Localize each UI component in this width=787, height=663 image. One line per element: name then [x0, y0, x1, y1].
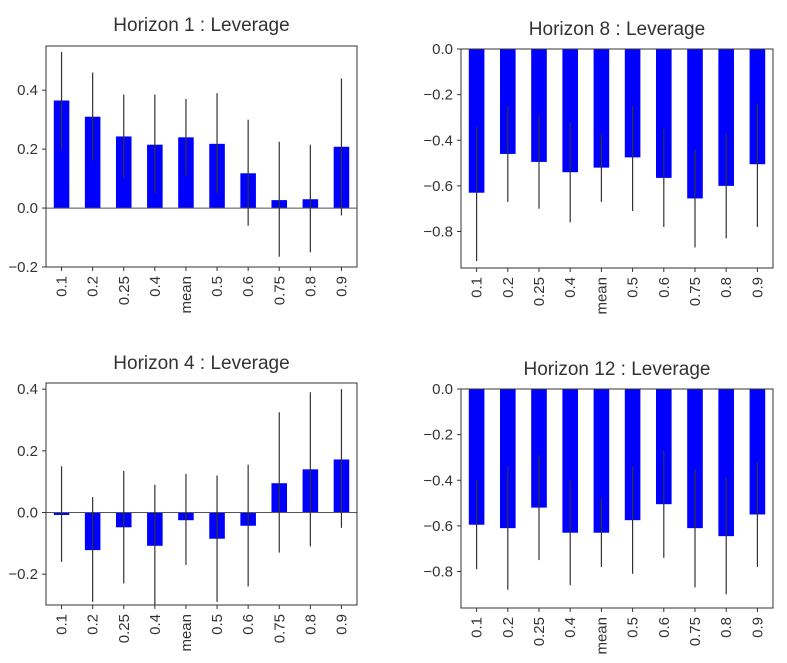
x-tick-label: 0.75	[687, 617, 704, 646]
bar-0.1	[53, 100, 70, 209]
x-tick-label: 0.75	[271, 614, 288, 643]
y-tick-label: −0.2	[423, 87, 453, 104]
bar-0.4	[562, 389, 578, 533]
bar-0.8	[718, 49, 734, 186]
x-tick-label: 0.2	[500, 617, 517, 638]
bar-0.6	[656, 389, 672, 505]
y-tick-label: 0.2	[17, 141, 38, 158]
x-tick-label: 0.6	[656, 617, 673, 638]
x-tick-label: 0.6	[240, 276, 257, 297]
y-tick-label: −0.6	[423, 518, 453, 535]
bar-0.4	[562, 49, 578, 173]
bar-0.5	[624, 389, 641, 521]
x-tick-label: 0.4	[147, 614, 164, 635]
chart-title: Horizon 1 : Leverage	[113, 15, 289, 36]
x-tick-label: mean	[178, 276, 195, 314]
x-tick-label: 0.1	[469, 277, 486, 298]
y-tick-label: 0.4	[17, 82, 38, 99]
y-tick-label: 0.2	[17, 443, 38, 460]
bar-mean	[593, 49, 610, 168]
x-tick-label: 0.1	[469, 617, 486, 638]
y-tick-label: 0.4	[17, 381, 38, 398]
chart-panel-1: Horizon 1 : Leverage −0.2 0.0 0.2 0.4 0.1 0.2 0…	[8, 15, 358, 314]
x-tick-label: 0.5	[625, 277, 642, 298]
bar-0.6	[656, 49, 672, 178]
y-tick-label: −0.6	[423, 178, 453, 195]
bar-0.75	[687, 49, 703, 199]
y-tick-label: −0.8	[423, 564, 453, 581]
x-tick-label: 0.6	[656, 277, 673, 298]
bar-0.1	[468, 49, 485, 193]
y-tick-label: 0.0	[432, 41, 453, 58]
x-tick-label: 0.75	[271, 276, 288, 305]
y-tick-label: 0.0	[432, 381, 453, 398]
chart-panel-3: Horizon 4 : Leverage −0.2 0.0 0.2 0.4 0.1 0.2 0…	[8, 353, 358, 652]
x-tick-label: 0.1	[54, 614, 71, 635]
chart-panel-2: Horizon 8 : Leverage 0.0 −0.2 −0.4 −0.6 −0.8 0…	[423, 19, 774, 315]
x-tick-label: 0.4	[562, 277, 579, 298]
x-tick-label: 0.9	[749, 617, 766, 638]
bar-0.25	[531, 389, 547, 508]
plot-frame	[460, 48, 774, 269]
x-tick-label: 0.8	[718, 277, 735, 298]
x-tick-label: mean	[593, 277, 610, 315]
bar-0.2	[84, 116, 101, 209]
x-tick-label: 0.9	[333, 276, 350, 297]
x-tick-label: 0.25	[116, 614, 133, 643]
x-tick-label: 0.5	[625, 617, 642, 638]
x-tick-label: mean	[593, 617, 610, 655]
y-tick-label: −0.4	[423, 132, 453, 149]
x-tick-label: 0.6	[240, 614, 257, 635]
plot-frame	[45, 382, 358, 606]
y-tick-label: 0.0	[17, 200, 38, 217]
y-tick-label: 0.0	[17, 505, 38, 522]
chart-panel-4: Horizon 12 : Leverage 0.0 −0.2 −0.4 −0.6 −0.8…	[423, 359, 774, 655]
x-tick-label: 0.5	[209, 614, 226, 635]
bar-mean	[593, 389, 610, 533]
x-tick-label: 0.75	[687, 277, 704, 306]
x-tick-label: mean	[178, 614, 195, 652]
bar-0.2	[500, 49, 516, 154]
x-tick-label: 0.25	[116, 276, 133, 305]
y-tick-label: −0.4	[423, 472, 453, 489]
chart-title: Horizon 12 : Leverage	[524, 359, 711, 380]
x-tick-label: 0.8	[718, 617, 735, 638]
y-tick-label: −0.8	[423, 224, 453, 241]
y-tick-label: −0.2	[8, 259, 38, 276]
x-tick-label: 0.2	[85, 614, 102, 635]
x-tick-label: 0.9	[333, 614, 350, 635]
y-tick-label: −0.2	[423, 427, 453, 444]
bar-0.5	[624, 49, 641, 158]
bar-0.1	[468, 389, 485, 525]
x-tick-label: 0.25	[531, 277, 548, 306]
x-tick-label: 0.4	[147, 276, 164, 297]
x-tick-label: 0.2	[500, 277, 517, 298]
bar-0.9	[749, 389, 766, 515]
x-tick-label: 0.8	[302, 276, 319, 297]
plot-frame	[460, 388, 774, 609]
chart-title: Horizon 8 : Leverage	[529, 19, 705, 40]
bar-0.8	[718, 389, 734, 537]
x-tick-label: 0.4	[562, 617, 579, 638]
bar-0.25	[531, 49, 547, 162]
bar-0.75	[687, 389, 703, 529]
x-tick-label: 0.2	[85, 276, 102, 297]
x-tick-label: 0.5	[209, 276, 226, 297]
x-tick-label: 0.1	[54, 276, 71, 297]
x-tick-label: 0.8	[302, 614, 319, 635]
x-tick-label: 0.25	[531, 617, 548, 646]
plot-frame	[45, 45, 358, 268]
x-tick-label: 0.9	[749, 277, 766, 298]
bar-0.2	[500, 389, 516, 529]
chart-title: Horizon 4 : Leverage	[113, 353, 289, 374]
y-tick-label: −0.2	[8, 566, 38, 583]
